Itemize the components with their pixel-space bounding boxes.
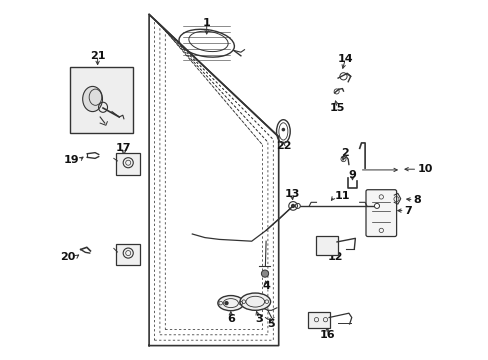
FancyBboxPatch shape (116, 153, 140, 175)
Text: 10: 10 (416, 164, 432, 174)
Text: 7: 7 (404, 206, 411, 216)
Text: 20: 20 (60, 252, 75, 262)
Circle shape (374, 203, 379, 208)
Text: 17: 17 (116, 143, 131, 153)
Circle shape (224, 301, 228, 305)
Text: 3: 3 (255, 314, 262, 324)
Text: 2: 2 (341, 148, 348, 158)
Ellipse shape (218, 296, 244, 311)
Text: 15: 15 (329, 103, 345, 113)
Circle shape (290, 204, 295, 208)
Circle shape (261, 270, 268, 277)
Text: 22: 22 (275, 141, 290, 151)
Text: 19: 19 (63, 155, 79, 165)
FancyBboxPatch shape (70, 67, 133, 133)
FancyBboxPatch shape (365, 190, 396, 237)
Text: 11: 11 (334, 191, 349, 201)
Text: 13: 13 (284, 189, 299, 199)
Text: 4: 4 (262, 281, 269, 291)
Ellipse shape (82, 86, 102, 112)
Circle shape (281, 128, 285, 131)
Text: 12: 12 (327, 252, 342, 262)
Circle shape (295, 203, 300, 208)
Text: 6: 6 (226, 314, 234, 324)
Text: 21: 21 (90, 51, 105, 61)
FancyBboxPatch shape (116, 244, 140, 265)
Ellipse shape (240, 293, 270, 310)
Text: 9: 9 (348, 170, 356, 180)
Text: 8: 8 (413, 195, 421, 205)
Text: 14: 14 (337, 54, 352, 64)
FancyBboxPatch shape (315, 236, 338, 255)
Text: 5: 5 (267, 319, 275, 329)
Text: 18: 18 (116, 258, 131, 268)
FancyBboxPatch shape (307, 312, 329, 328)
Text: 1: 1 (203, 18, 210, 28)
Text: 16: 16 (319, 330, 334, 340)
